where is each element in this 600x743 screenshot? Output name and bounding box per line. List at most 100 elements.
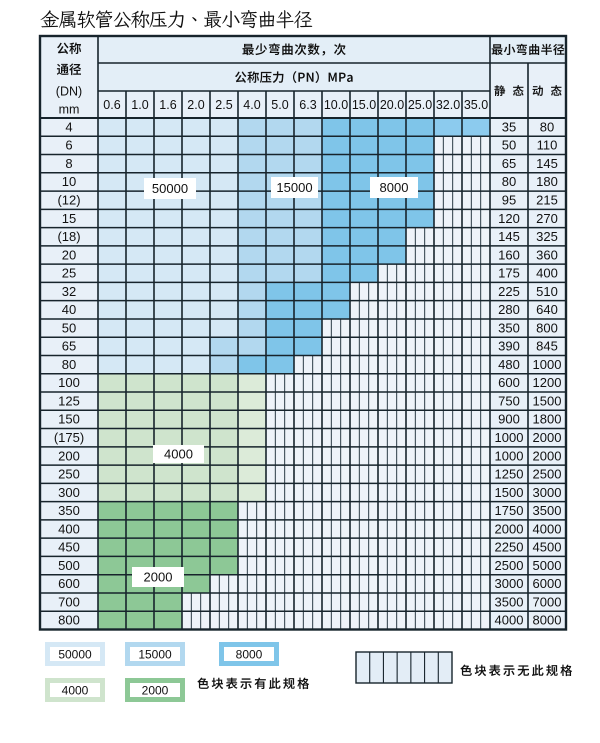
svg-text:900: 900 xyxy=(498,412,520,427)
svg-text:32.0: 32.0 xyxy=(436,98,460,112)
svg-text:2000: 2000 xyxy=(144,570,173,585)
svg-text:7000: 7000 xyxy=(533,594,562,609)
svg-text:15.0: 15.0 xyxy=(352,98,376,112)
svg-text:390: 390 xyxy=(498,339,520,354)
svg-text:300: 300 xyxy=(58,485,80,500)
svg-text:(18): (18) xyxy=(57,229,80,244)
svg-text:450: 450 xyxy=(58,540,80,555)
svg-text:15000: 15000 xyxy=(138,648,172,662)
svg-text:1.0: 1.0 xyxy=(131,98,148,112)
svg-text:6000: 6000 xyxy=(533,576,562,591)
svg-text:750: 750 xyxy=(498,393,520,408)
svg-text:150: 150 xyxy=(58,412,80,427)
svg-text:4000: 4000 xyxy=(62,684,89,698)
svg-text:400: 400 xyxy=(536,266,558,281)
svg-text:800: 800 xyxy=(58,613,80,628)
svg-text:1500: 1500 xyxy=(495,485,524,500)
svg-text:2000: 2000 xyxy=(533,430,562,445)
svg-text:3000: 3000 xyxy=(533,485,562,500)
svg-text:4500: 4500 xyxy=(533,540,562,555)
svg-text:4000: 4000 xyxy=(533,521,562,536)
svg-text:50000: 50000 xyxy=(152,181,188,196)
svg-text:20: 20 xyxy=(62,247,76,262)
svg-text:2500: 2500 xyxy=(533,467,562,482)
svg-text:640: 640 xyxy=(536,302,558,317)
svg-text:4000: 4000 xyxy=(164,447,193,462)
svg-text:360: 360 xyxy=(536,247,558,262)
svg-text:845: 845 xyxy=(536,339,558,354)
svg-text:25: 25 xyxy=(62,266,76,281)
svg-text:700: 700 xyxy=(58,594,80,609)
svg-text:175: 175 xyxy=(498,266,520,281)
svg-text:2.5: 2.5 xyxy=(215,98,232,112)
svg-text:350: 350 xyxy=(58,503,80,518)
svg-text:2000: 2000 xyxy=(533,448,562,463)
svg-text:5.0: 5.0 xyxy=(271,98,288,112)
svg-text:(175): (175) xyxy=(54,430,84,445)
svg-text:145: 145 xyxy=(536,156,558,171)
svg-text:1000: 1000 xyxy=(495,430,524,445)
svg-text:350: 350 xyxy=(498,320,520,335)
svg-text:800: 800 xyxy=(536,320,558,335)
svg-text:35: 35 xyxy=(502,119,516,134)
svg-text:8000: 8000 xyxy=(533,613,562,628)
svg-text:(12): (12) xyxy=(57,193,80,208)
svg-text:2000: 2000 xyxy=(495,521,524,536)
svg-text:400: 400 xyxy=(58,521,80,536)
svg-text:1500: 1500 xyxy=(533,393,562,408)
svg-text:600: 600 xyxy=(58,576,80,591)
svg-text:8000: 8000 xyxy=(380,180,409,195)
svg-text:125: 125 xyxy=(58,393,80,408)
svg-text:1250: 1250 xyxy=(495,467,524,482)
svg-text:20.0: 20.0 xyxy=(380,98,404,112)
svg-text:6.3: 6.3 xyxy=(299,98,316,112)
svg-text:50: 50 xyxy=(62,320,76,335)
svg-text:225: 225 xyxy=(498,284,520,299)
svg-text:2000: 2000 xyxy=(142,684,169,698)
svg-text:40: 40 xyxy=(62,302,76,317)
svg-text:50000: 50000 xyxy=(58,648,92,662)
svg-text:15000: 15000 xyxy=(276,180,312,195)
svg-text:mm: mm xyxy=(59,103,80,117)
svg-text:4: 4 xyxy=(65,119,72,134)
svg-text:8: 8 xyxy=(65,156,72,171)
svg-text:110: 110 xyxy=(537,138,558,153)
svg-text:35.0: 35.0 xyxy=(464,98,488,112)
svg-text:65: 65 xyxy=(62,339,76,354)
svg-text:500: 500 xyxy=(58,558,80,573)
svg-text:10.0: 10.0 xyxy=(324,98,348,112)
svg-text:65: 65 xyxy=(502,156,516,171)
svg-text:6: 6 xyxy=(65,138,72,153)
svg-text:100: 100 xyxy=(58,375,80,390)
svg-text:10: 10 xyxy=(62,174,76,189)
svg-text:2250: 2250 xyxy=(495,540,524,555)
svg-text:145: 145 xyxy=(498,229,520,244)
svg-text:1.6: 1.6 xyxy=(159,98,176,112)
svg-text:25.0: 25.0 xyxy=(408,98,432,112)
svg-text:215: 215 xyxy=(536,193,558,208)
svg-text:510: 510 xyxy=(536,284,558,299)
svg-text:2.0: 2.0 xyxy=(187,98,204,112)
svg-text:80: 80 xyxy=(540,119,554,134)
svg-text:1750: 1750 xyxy=(495,503,524,518)
svg-text:0.6: 0.6 xyxy=(103,98,120,112)
svg-text:3000: 3000 xyxy=(495,576,524,591)
svg-text:1000: 1000 xyxy=(495,448,524,463)
svg-text:480: 480 xyxy=(498,357,520,372)
svg-text:4000: 4000 xyxy=(495,613,524,628)
svg-text:8000: 8000 xyxy=(236,648,263,662)
svg-text:50: 50 xyxy=(502,138,516,153)
svg-text:4.0: 4.0 xyxy=(243,98,260,112)
svg-text:270: 270 xyxy=(536,211,558,226)
svg-text:80: 80 xyxy=(62,357,76,372)
svg-text:180: 180 xyxy=(536,174,558,189)
svg-text:3500: 3500 xyxy=(495,594,524,609)
svg-text:600: 600 xyxy=(498,375,520,390)
svg-text:200: 200 xyxy=(58,448,80,463)
svg-text:120: 120 xyxy=(498,211,520,226)
svg-text:15: 15 xyxy=(62,211,76,226)
svg-text:250: 250 xyxy=(58,467,80,482)
svg-text:1800: 1800 xyxy=(533,412,562,427)
svg-text:5000: 5000 xyxy=(533,558,562,573)
svg-text:3500: 3500 xyxy=(533,503,562,518)
